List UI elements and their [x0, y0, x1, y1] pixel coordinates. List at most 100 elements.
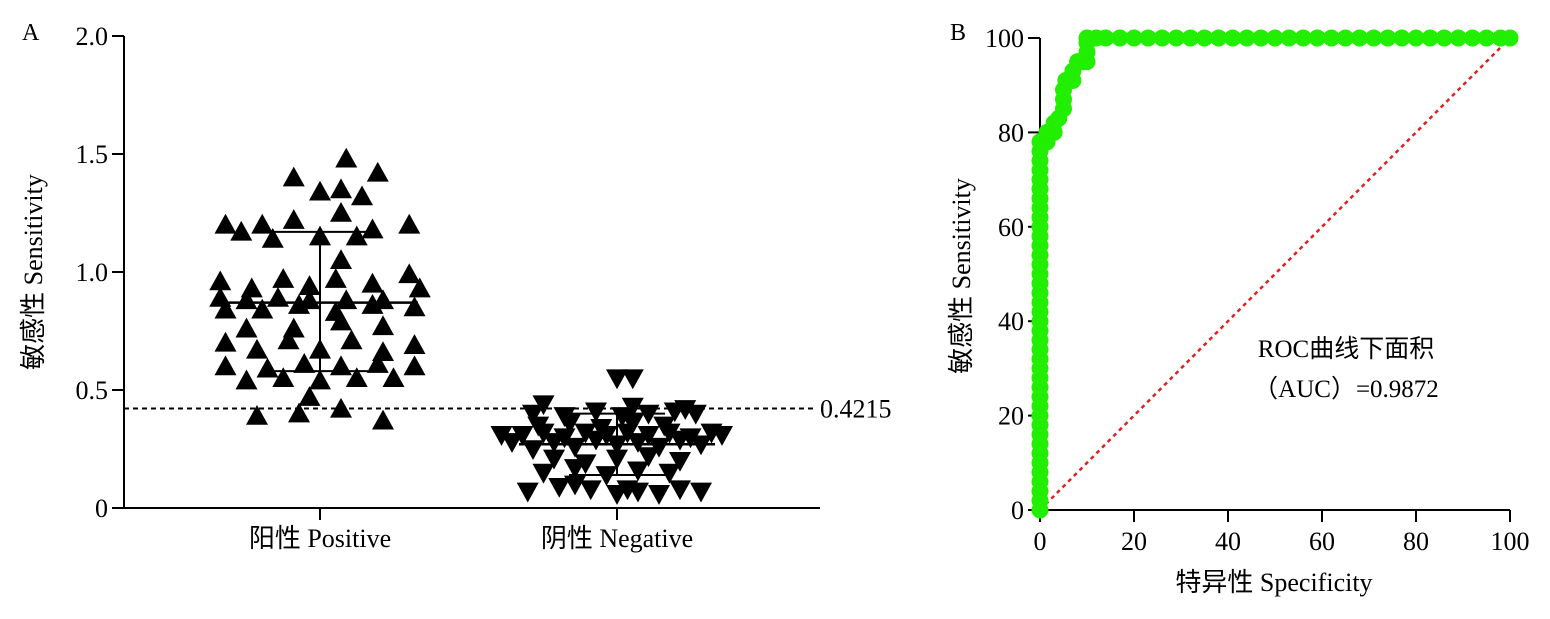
- y-tick-label: 80: [998, 118, 1024, 147]
- roc-point: [1266, 29, 1284, 47]
- negative-point: [700, 423, 723, 444]
- positive-point: [209, 270, 232, 291]
- x-category-label: 阳性 Positive: [249, 524, 391, 553]
- roc-point: [1393, 29, 1411, 47]
- panel-b-y-axis-label: 敏感性 Sensitivity: [947, 178, 976, 374]
- negative-point: [564, 475, 586, 496]
- panel-a-summary-bars: [222, 230, 715, 476]
- roc-point: [1294, 29, 1312, 47]
- x-tick-label: 60: [1309, 527, 1335, 556]
- panel-b-y-ticks: 0 20 40 60 80 100: [985, 24, 1040, 525]
- negative-point: [553, 407, 576, 427]
- roc-point: [1449, 29, 1467, 47]
- positive-point: [372, 409, 394, 430]
- positive-point: [214, 213, 237, 234]
- y-tick-label: 0: [95, 494, 108, 523]
- negative-point: [637, 447, 660, 468]
- positive-point: [235, 317, 258, 338]
- positive-point: [335, 147, 358, 168]
- panel-b-x-axis-label: 特异性 Specificity: [1175, 568, 1372, 597]
- roc-point: [1238, 29, 1256, 47]
- y-tick-label: 100: [985, 24, 1024, 53]
- positive-point: [251, 298, 274, 319]
- roc-point: [1435, 29, 1453, 47]
- positive-point: [330, 355, 352, 376]
- negative-point: [585, 402, 607, 423]
- panel-a: A 0 0.5 1.0 1.5 2.0 阳性 Positive 阴性 Negative 0…: [19, 20, 892, 553]
- y-tick-label: 20: [998, 402, 1024, 431]
- roc-point: [1139, 29, 1157, 47]
- positive-point: [330, 249, 352, 269]
- y-tick-label: 0: [1011, 496, 1024, 525]
- roc-point: [1196, 29, 1213, 47]
- negative-point: [490, 426, 513, 446]
- positive-point: [361, 218, 384, 239]
- negative-point: [621, 397, 644, 418]
- roc-point: [1210, 29, 1228, 47]
- x-tick-label: 40: [1215, 527, 1241, 556]
- positive-point: [272, 367, 295, 387]
- positive-point: [298, 386, 321, 406]
- cutoff-label: 0.4215: [820, 395, 892, 424]
- positive-point: [282, 209, 305, 229]
- negative-point: [548, 477, 571, 498]
- x-tick-label: 100: [1491, 527, 1530, 556]
- roc-point: [1097, 29, 1115, 47]
- negative-point: [648, 437, 670, 458]
- negative-point: [522, 404, 544, 425]
- panel-a-letter: A: [22, 20, 40, 46]
- negative-point: [637, 426, 660, 446]
- positive-point: [246, 404, 268, 425]
- negative-point: [590, 418, 613, 439]
- negative-point: [579, 480, 602, 501]
- positive-point: [214, 298, 237, 319]
- y-tick-label: 60: [998, 213, 1024, 242]
- y-tick-label: 2.0: [76, 22, 109, 51]
- negative-point: [511, 426, 534, 446]
- negative-point: [574, 454, 597, 475]
- roc-point: [1224, 29, 1242, 47]
- panel-b-letter: B: [950, 20, 966, 46]
- x-tick-label: 20: [1121, 527, 1147, 556]
- negative-point: [627, 461, 649, 482]
- positive-point: [330, 178, 352, 199]
- negative-point: [669, 452, 691, 472]
- negative-point: [532, 395, 555, 416]
- positive-point: [345, 367, 368, 387]
- roc-point: [1181, 29, 1199, 47]
- negative-point: [621, 369, 644, 390]
- auc-annotation-line-2: （AUC）=0.9872: [1253, 375, 1439, 403]
- y-tick-label: 0.5: [76, 376, 109, 405]
- y-tick-label: 1.5: [76, 140, 109, 169]
- negative-point: [606, 369, 628, 390]
- panel-b-x-ticks: 0 20 40 60 80 100: [1034, 510, 1530, 556]
- negative-point: [653, 416, 676, 437]
- positive-point: [235, 289, 258, 310]
- negative-point: [595, 466, 618, 486]
- panel-a-x-ticks: 阳性 Positive 阴性 Negative: [249, 508, 693, 553]
- positive-point: [251, 213, 274, 234]
- roc-point: [1463, 29, 1481, 47]
- positive-point: [230, 220, 253, 241]
- negative-point: [669, 480, 691, 501]
- positive-point: [340, 329, 363, 350]
- negative-point: [690, 482, 712, 503]
- positive-point: [403, 355, 426, 376]
- positive-point: [351, 185, 373, 206]
- panel-a-y-ticks: 0 0.5 1.0 1.5 2.0: [76, 22, 124, 523]
- positive-point: [293, 353, 316, 373]
- positive-point: [288, 402, 310, 423]
- negative-point: [637, 404, 660, 425]
- positive-point: [214, 355, 237, 376]
- y-tick-label: 40: [998, 307, 1024, 336]
- positive-point: [398, 213, 421, 234]
- positive-point: [361, 272, 384, 293]
- positive-point: [382, 367, 405, 387]
- roc-point: [1153, 29, 1171, 47]
- roc-point: [1167, 29, 1185, 47]
- roc-point: [1322, 29, 1340, 47]
- roc-point: [1252, 29, 1270, 47]
- negative-point: [611, 407, 634, 427]
- negative-point: [564, 437, 586, 458]
